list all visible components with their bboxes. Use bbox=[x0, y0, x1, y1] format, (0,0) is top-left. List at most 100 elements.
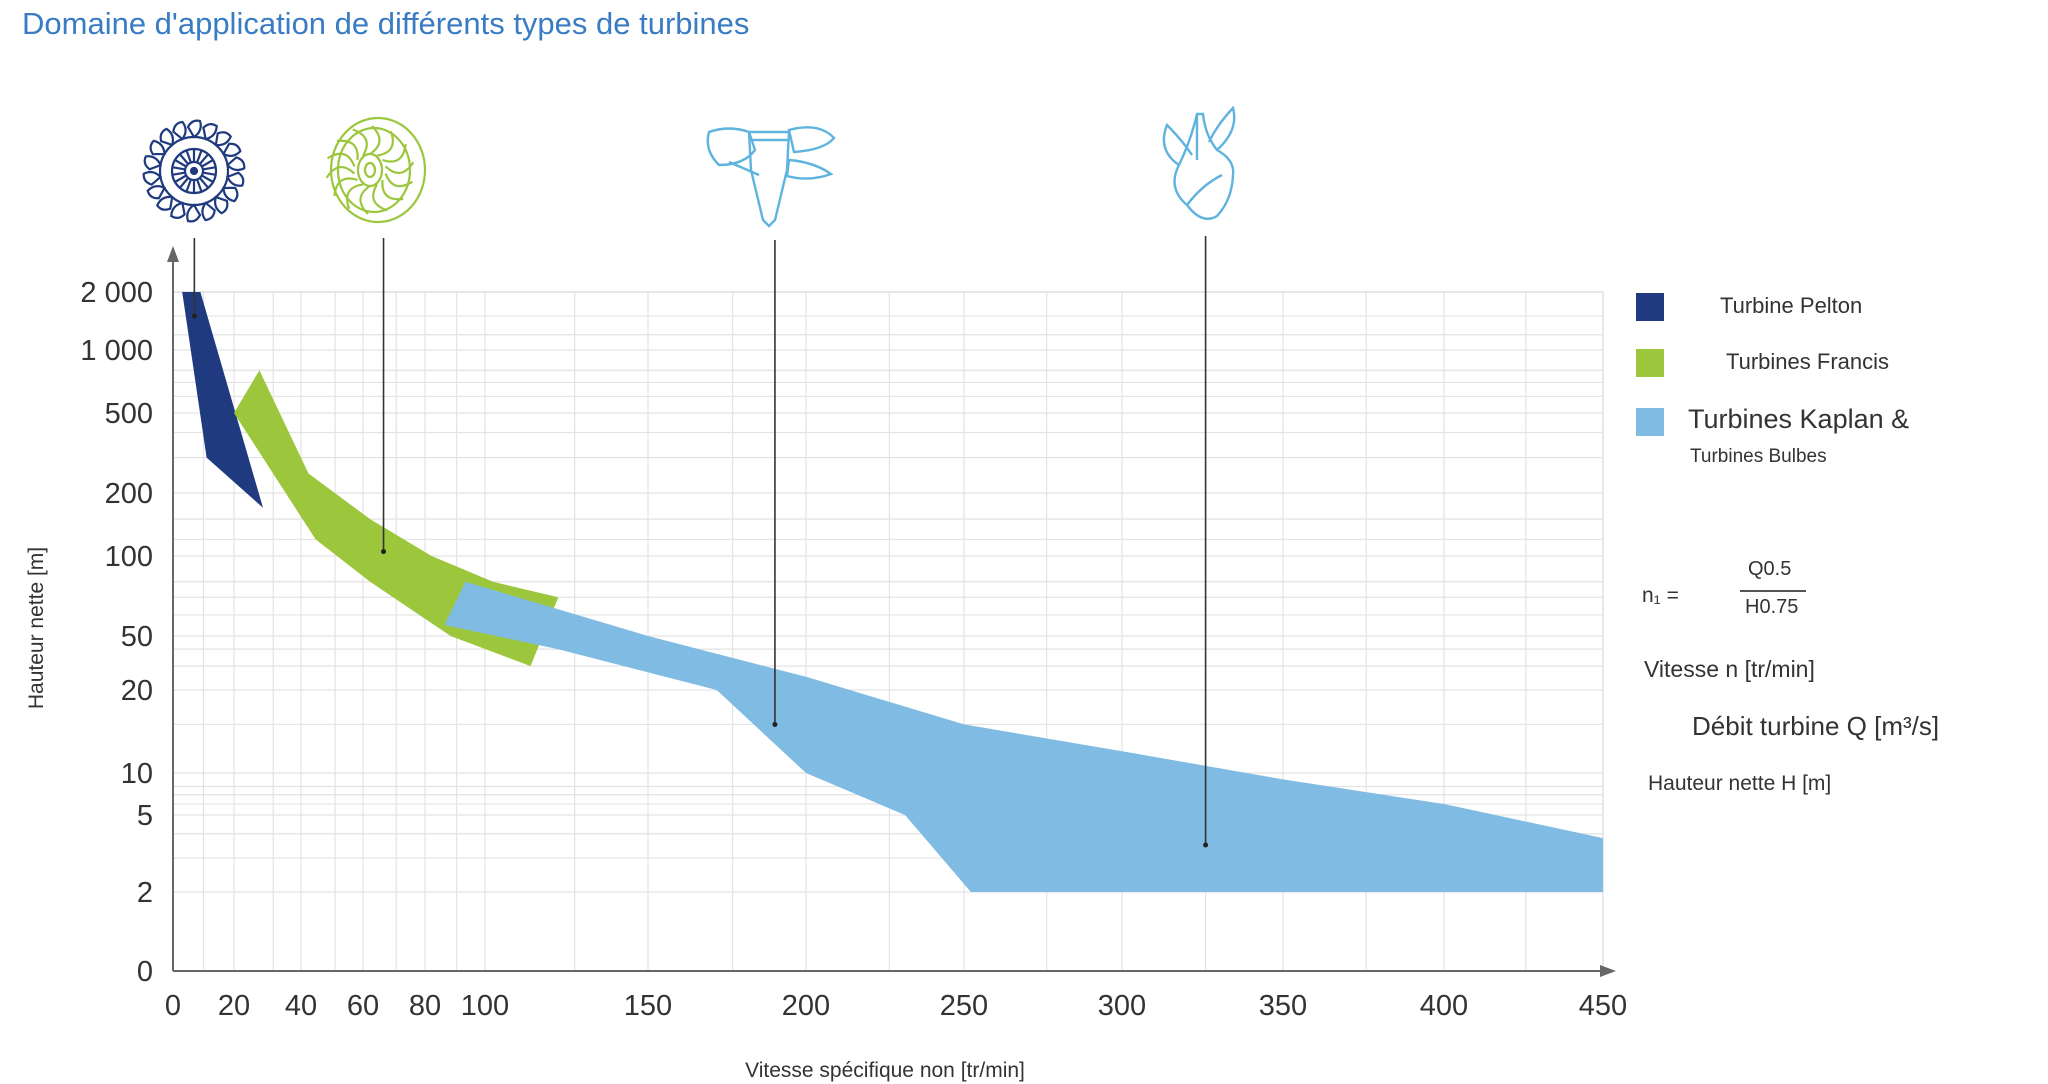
y-tick-label: 2 000 bbox=[80, 277, 153, 309]
pelton-bucket bbox=[225, 156, 246, 172]
pelton-spoke bbox=[179, 153, 190, 165]
pelton-spoke bbox=[179, 177, 190, 189]
callout-dot bbox=[191, 313, 197, 319]
formula-lhs: n₁ = bbox=[1642, 584, 1679, 607]
y-tick-label: 2 bbox=[137, 877, 153, 909]
pelton-spoke bbox=[201, 159, 214, 168]
legend-swatch-francis bbox=[1636, 349, 1664, 377]
formula-fraction-bar bbox=[1740, 590, 1806, 592]
bulb-runner-icon bbox=[1162, 105, 1236, 220]
x-tick-label: 450 bbox=[1579, 990, 1627, 1022]
legend-label-kaplan-line2: Turbines Bulbes bbox=[1690, 446, 1827, 467]
pelton-bucket bbox=[202, 123, 218, 141]
pelton-spoke bbox=[196, 149, 203, 163]
legend-swatch-pelton bbox=[1636, 293, 1664, 321]
pelton-spoke bbox=[172, 171, 186, 176]
y-tick-label: 500 bbox=[105, 398, 153, 430]
francis-blade bbox=[372, 183, 388, 212]
pelton-spoke bbox=[185, 179, 192, 193]
pelton-bucket bbox=[222, 186, 239, 203]
plot-areas bbox=[182, 292, 1603, 892]
callout-dot bbox=[772, 721, 778, 727]
y-axis-label: Hauteur nette [m] bbox=[25, 547, 48, 709]
francis-blade bbox=[384, 161, 415, 174]
francis-blade bbox=[376, 130, 394, 157]
x-tick-label: 60 bbox=[347, 990, 379, 1022]
pelton-bucket bbox=[143, 155, 162, 171]
callouts bbox=[191, 236, 1209, 848]
y-tick-label: 100 bbox=[105, 541, 153, 573]
francis-blade bbox=[369, 125, 381, 155]
francis-blade bbox=[333, 177, 358, 197]
pelton-bucket bbox=[172, 120, 187, 141]
pelton-bucket bbox=[186, 203, 202, 223]
pelton-bucket bbox=[226, 171, 245, 187]
pelton-bucket bbox=[186, 119, 202, 139]
x-tick-label: 20 bbox=[218, 990, 250, 1022]
y-tick-label: 200 bbox=[105, 478, 153, 510]
francis-blade bbox=[381, 179, 404, 201]
pelton-spoke bbox=[202, 166, 216, 171]
chart-title: Domaine d'application de différents type… bbox=[22, 6, 750, 41]
pelton-spoke bbox=[172, 166, 186, 171]
x-tick-label: 150 bbox=[624, 990, 672, 1022]
pelton-runner-icon bbox=[142, 119, 246, 223]
pelton-spoke bbox=[201, 174, 214, 183]
legend-label-pelton: Turbine Pelton bbox=[1720, 293, 1863, 318]
francis-blade bbox=[325, 166, 356, 179]
pelton-bucket bbox=[201, 201, 216, 222]
x-axis-label: Vitesse spécifique non [tr/min] bbox=[745, 1059, 1025, 1082]
pelton-bucket bbox=[221, 142, 242, 157]
kaplan-area bbox=[444, 581, 1603, 892]
x-tick-label: 0 bbox=[165, 990, 181, 1022]
y-tick-label: 50 bbox=[121, 621, 153, 653]
head-definition: Hauteur nette H [m] bbox=[1648, 772, 1832, 795]
francis-blade bbox=[346, 183, 364, 210]
francis-blade bbox=[359, 185, 371, 215]
kaplan-runner-icon bbox=[706, 126, 836, 228]
francis-blade bbox=[326, 152, 356, 167]
callout-dot bbox=[381, 549, 387, 555]
y-tick-label: 5 bbox=[137, 800, 153, 832]
y-tick-label: 1 000 bbox=[80, 335, 153, 367]
pelton-spoke bbox=[196, 179, 203, 193]
legend-label-kaplan-line1: Turbines Kaplan & bbox=[1688, 404, 1910, 434]
y-tick-label: 0 bbox=[137, 956, 153, 988]
x-tick-label: 250 bbox=[940, 990, 988, 1022]
pelton-bucket bbox=[156, 195, 174, 211]
callout-dot bbox=[1203, 842, 1209, 848]
legend-label-francis: Turbines Francis bbox=[1726, 349, 1890, 374]
x-tick-label: 400 bbox=[1420, 990, 1468, 1022]
pelton-area bbox=[182, 292, 263, 508]
tick-labels: 0 20 40 60 80 100 150 200 250 300 350 400 450 0 2 5 10 20… bbox=[25, 277, 1627, 1082]
x-tick-label: 100 bbox=[461, 990, 509, 1022]
x-tick-label: 80 bbox=[409, 990, 441, 1022]
pelton-bucket bbox=[170, 201, 186, 219]
francis-blade bbox=[384, 173, 414, 188]
flow-definition: Débit turbine Q [m³/s] bbox=[1692, 711, 1940, 741]
pelton-bucket bbox=[159, 127, 175, 147]
x-tick-label: 200 bbox=[782, 990, 830, 1022]
x-tick-label: 40 bbox=[285, 990, 317, 1022]
formula-denominator: H0.75 bbox=[1745, 596, 1799, 618]
pelton-spoke bbox=[198, 177, 209, 189]
x-tick-label: 300 bbox=[1098, 990, 1146, 1022]
y-tick-label: 20 bbox=[121, 675, 153, 707]
francis-blade bbox=[352, 128, 368, 157]
formula-numerator: Q0.5 bbox=[1748, 558, 1792, 580]
francis-runner-icon bbox=[325, 116, 427, 224]
francis-blade bbox=[336, 139, 359, 161]
y-tick-label: 10 bbox=[121, 758, 153, 790]
pelton-bucket bbox=[213, 195, 229, 215]
x-tick-label: 350 bbox=[1259, 990, 1307, 1022]
pelton-spoke bbox=[202, 171, 216, 176]
pelton-spoke bbox=[174, 159, 187, 168]
pelton-spoke bbox=[185, 149, 192, 163]
legend-swatch-kaplan bbox=[1636, 408, 1664, 436]
axes bbox=[167, 246, 1616, 977]
pelton-spoke bbox=[198, 153, 209, 165]
francis-blade bbox=[382, 143, 407, 163]
pelton-bucket bbox=[214, 131, 232, 147]
pelton-bucket bbox=[142, 170, 163, 186]
